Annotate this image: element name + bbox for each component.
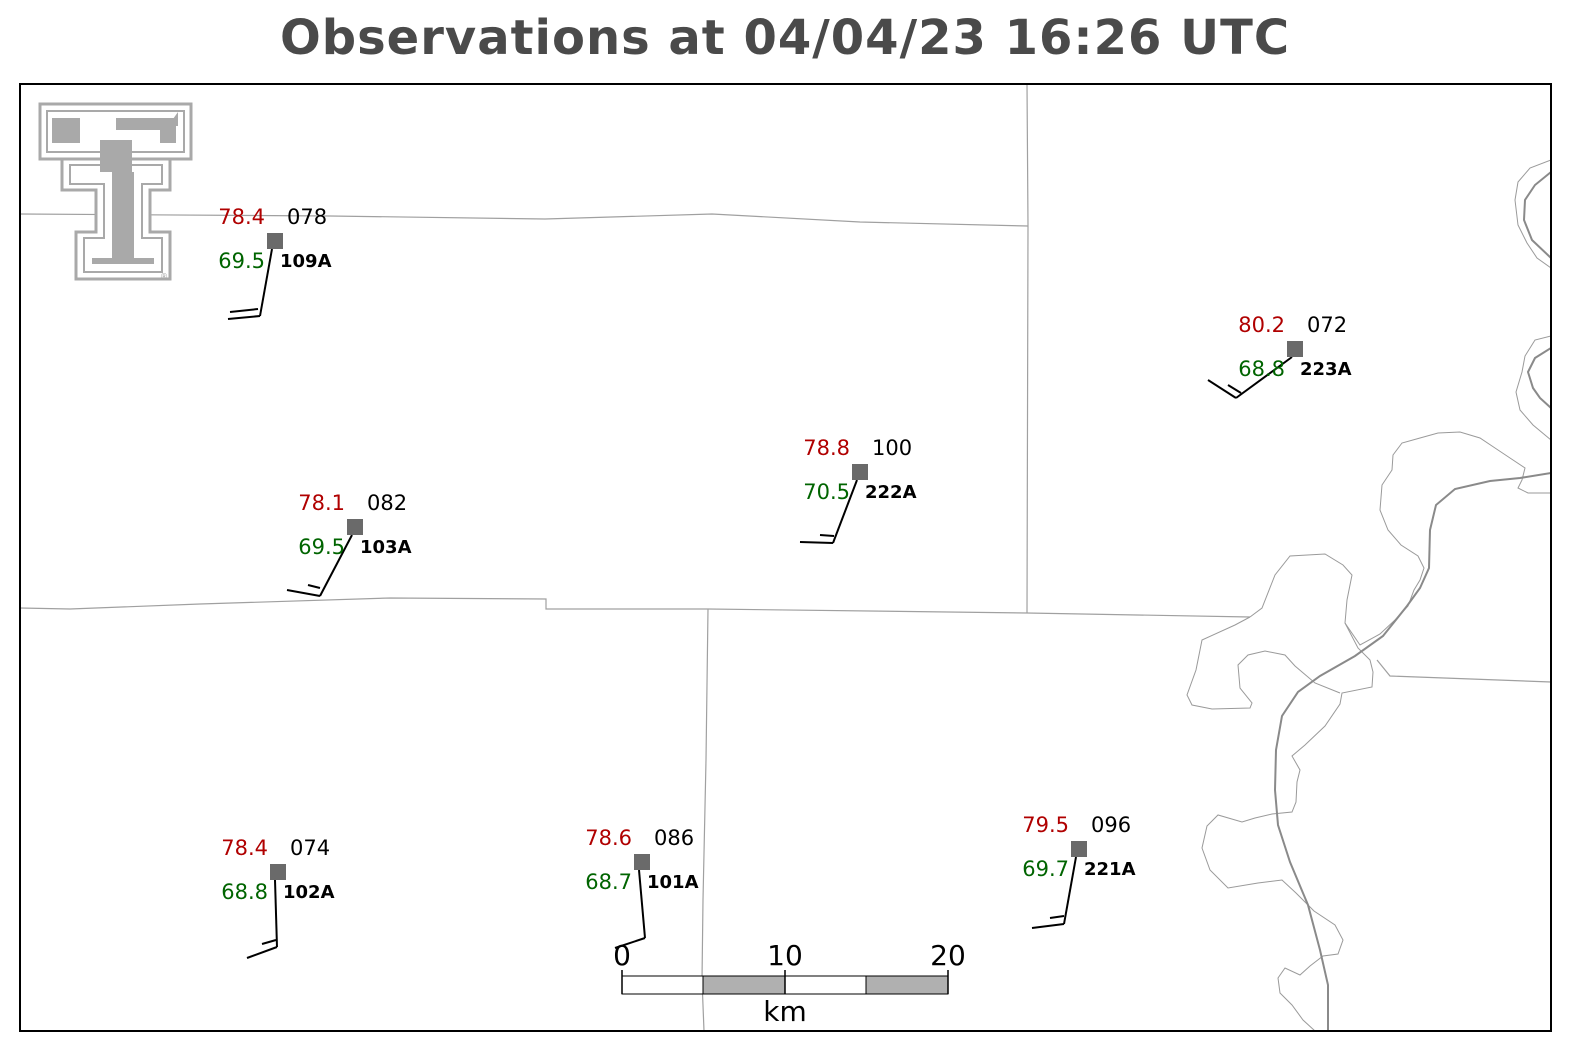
wind-barb: [1031, 923, 1065, 929]
wind-barb: [261, 939, 277, 945]
pressure-label: 096: [1091, 813, 1131, 837]
wind-staff: [1235, 356, 1293, 399]
river: [1522, 171, 1551, 259]
scale-label-20: 20: [930, 939, 966, 972]
state-boundary: [1201, 553, 1374, 1031]
wind-barb: [246, 946, 278, 959]
dewpoint-label: 70.5: [803, 480, 850, 504]
scale-segment: [865, 975, 949, 995]
temperature-label: 78.4: [221, 836, 268, 860]
scale-unit: km: [763, 995, 807, 1028]
river: [1273, 472, 1551, 1031]
pressure-label: 078: [287, 205, 327, 229]
double-t-logo: ®: [38, 102, 193, 281]
station-marker: [347, 519, 363, 535]
temperature-label: 79.5: [1022, 813, 1069, 837]
temperature-label: 78.8: [803, 436, 850, 460]
scale-label-0: 0: [613, 939, 631, 972]
station-id-label: 223A: [1300, 359, 1352, 380]
map-title: Observations at 04/04/23 16:26 UTC: [279, 10, 1291, 66]
dewpoint-label: 68.8: [221, 880, 268, 904]
station-id-label: 101A: [647, 872, 699, 893]
station-id-label: 102A: [283, 882, 335, 903]
station-id-label: 109A: [280, 251, 332, 272]
map-frame: [19, 83, 1552, 1032]
river: [1526, 347, 1551, 409]
wind-staff: [638, 869, 646, 939]
station-marker: [270, 864, 286, 880]
wind-staff: [832, 479, 858, 544]
wind-barb: [227, 315, 261, 320]
dewpoint-label: 69.5: [218, 249, 265, 273]
wind-staff: [1063, 856, 1077, 925]
dewpoint-label: 68.7: [585, 870, 632, 894]
state-boundary: [1515, 335, 1551, 441]
scale-segment: [621, 975, 704, 995]
wind-staff: [274, 879, 278, 948]
temperature-label: 78.1: [298, 491, 345, 515]
station-id-label: 222A: [865, 482, 917, 503]
pressure-label: 086: [654, 826, 694, 850]
scale-bar: 0 10 20 km: [613, 939, 966, 1028]
county-line: [20, 213, 1029, 227]
station-223A: 80.2 072 68.8 223A: [1207, 313, 1352, 399]
wind-barb: [1207, 379, 1237, 399]
temperature-label: 78.4: [218, 205, 265, 229]
wind-barb: [1227, 384, 1242, 394]
station-models: 78.4 078 69.5 109A 80.2 072 68.8 223A 78.8 100 70.…: [218, 205, 1352, 959]
station-221A: 79.5 096 69.7 221A: [1022, 813, 1136, 929]
state-boundary: [1186, 616, 1341, 710]
scale-segment: [702, 975, 786, 995]
station-102A: 78.4 074 68.8 102A: [221, 836, 335, 959]
pressure-label: 082: [367, 491, 407, 515]
wind-staff: [319, 534, 353, 597]
station-marker: [634, 854, 650, 870]
wind-barb: [286, 589, 321, 597]
county-line: [1026, 84, 1029, 614]
station-222A: 78.8 100 70.5 222A: [799, 436, 917, 544]
dewpoint-label: 69.7: [1022, 857, 1069, 881]
station-marker: [1287, 341, 1303, 357]
pressure-label: 072: [1307, 313, 1347, 337]
map-boundaries: [20, 84, 1551, 1031]
dewpoint-label: 68.8: [1238, 357, 1285, 381]
pressure-label: 100: [872, 436, 912, 460]
station-109A: 78.4 078 69.5 109A: [218, 205, 332, 320]
dewpoint-label: 69.5: [298, 535, 345, 559]
wind-barb: [1049, 915, 1065, 919]
station-id-label: 221A: [1084, 859, 1136, 880]
wind-barb: [307, 584, 321, 589]
state-boundary: [1344, 431, 1551, 646]
station-id-label: 103A: [360, 537, 412, 558]
station-marker: [267, 233, 283, 249]
wind-barb: [229, 308, 259, 313]
county-line: [701, 608, 709, 1031]
wind-barb: [819, 534, 835, 537]
county-line: [20, 597, 1251, 618]
wind-staff: [259, 248, 273, 317]
station-101A: 78.6 086 68.7 101A: [585, 826, 699, 949]
registered-mark: ®: [160, 272, 168, 281]
state-boundary: [1514, 159, 1551, 269]
station-marker: [1071, 841, 1087, 857]
scale-segment: [784, 975, 867, 995]
station-marker: [852, 464, 868, 480]
temperature-label: 78.6: [585, 826, 632, 850]
wind-barb: [614, 937, 646, 949]
wind-barb: [799, 541, 834, 544]
station-103A: 78.1 082 69.5 103A: [286, 491, 412, 597]
scale-label-10: 10: [767, 939, 803, 972]
county-line: [1376, 659, 1551, 683]
temperature-label: 80.2: [1238, 313, 1285, 337]
pressure-label: 074: [290, 836, 330, 860]
